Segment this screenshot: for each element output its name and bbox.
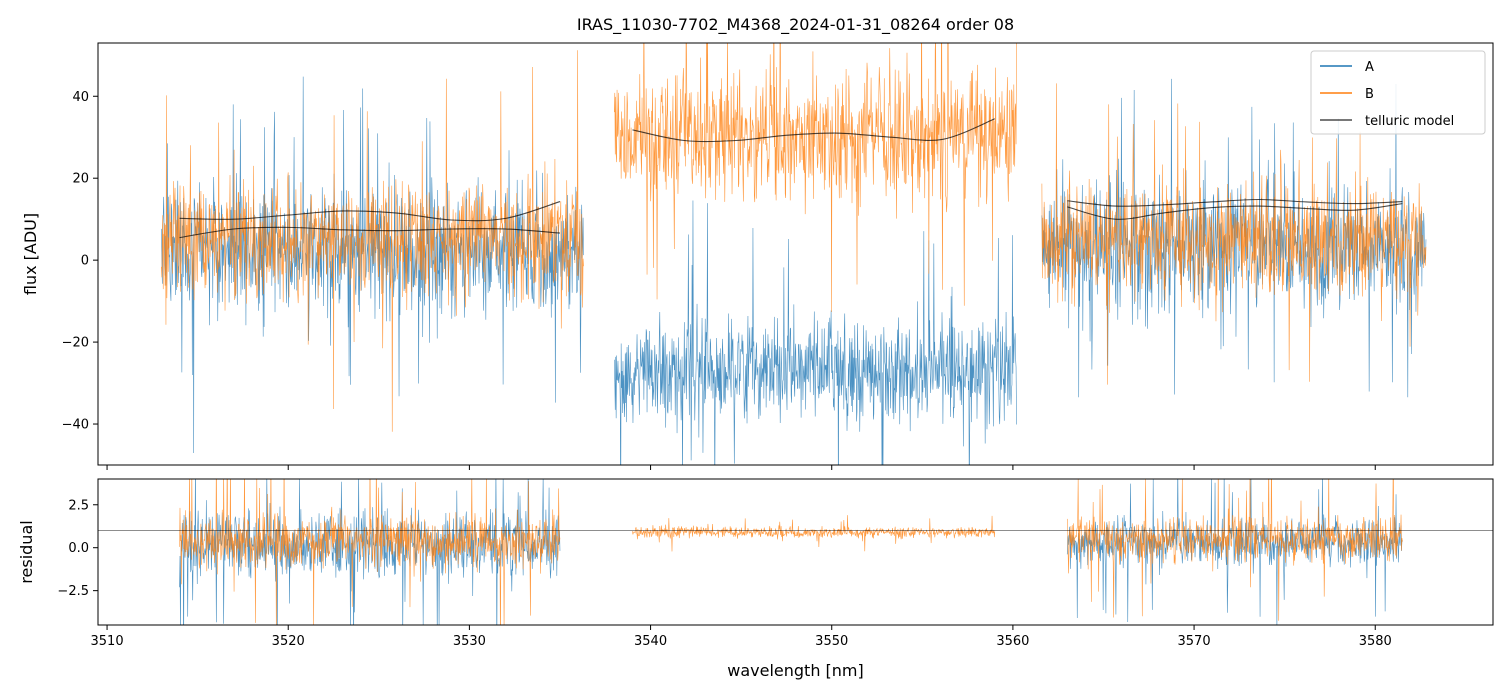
x-tick-label: 3510 [91, 634, 124, 649]
residual-axes-frame [97, 478, 1494, 626]
residual-panel: −2.5 0.0 2.5 3510 3520 3530 3540 3550 3560 3570 3… [17, 478, 1494, 649]
legend-box [1310, 50, 1486, 135]
residual-y-tick-label: 0.0 [68, 541, 89, 556]
flux-panel: −40 −20 0 20 40 flux [ADU] [21, 42, 1494, 470]
x-axis-label: wavelength [nm] [727, 661, 864, 680]
x-tick-label: 3530 [453, 634, 486, 649]
x-tick-label: 3580 [1359, 634, 1392, 649]
flux-y-tick-label: 0 [81, 254, 89, 269]
residual-series-B-segment-2 [179, 479, 561, 625]
x-tick-label: 3520 [272, 634, 305, 649]
flux-series-B-segment-2 [161, 50, 584, 432]
legend-label-A: A [1365, 60, 1374, 75]
legend-label-model: telluric model [1365, 114, 1454, 129]
flux-y-tick-label: 20 [72, 172, 89, 187]
telluric-model-curve-1 [179, 201, 561, 222]
residual-series-B-segment-5 [1066, 479, 1403, 621]
residual-series-B-segment-3 [632, 515, 996, 552]
flux-axes-frame [97, 42, 1494, 466]
flux-y-tick-label: 40 [72, 90, 89, 105]
x-tick-label: 3560 [996, 634, 1029, 649]
x-tick-label: 3540 [634, 634, 667, 649]
residual-y-axis-label: residual [17, 520, 36, 583]
flux-y-axis-label: flux [ADU] [21, 213, 40, 295]
residual-y-tick-label: 2.5 [68, 498, 89, 513]
telluric-model-curve-2 [179, 226, 561, 239]
x-tick-label: 3550 [815, 634, 848, 649]
x-tick-label: 3570 [1178, 634, 1211, 649]
flux-series-A-segment-3 [614, 200, 1017, 465]
flux-series-B-segment-6 [1041, 83, 1427, 385]
residual-y-tick-label: −2.5 [57, 584, 89, 599]
flux-y-tick-label: −40 [62, 418, 89, 433]
telluric-model-curve-5 [1067, 203, 1403, 220]
flux-y-tick-label: −20 [62, 336, 89, 351]
telluric-model-curve-4 [1067, 198, 1403, 207]
flux-series-B-segment-4 [614, 43, 1017, 312]
telluric-model-curve-3 [632, 118, 995, 143]
legend-label-B: B [1365, 87, 1374, 102]
chart-title: IRAS_11030-7702_M4368_2024-01-31_08264 o… [577, 15, 1014, 35]
residual-series-A-segment-4 [1066, 479, 1403, 625]
